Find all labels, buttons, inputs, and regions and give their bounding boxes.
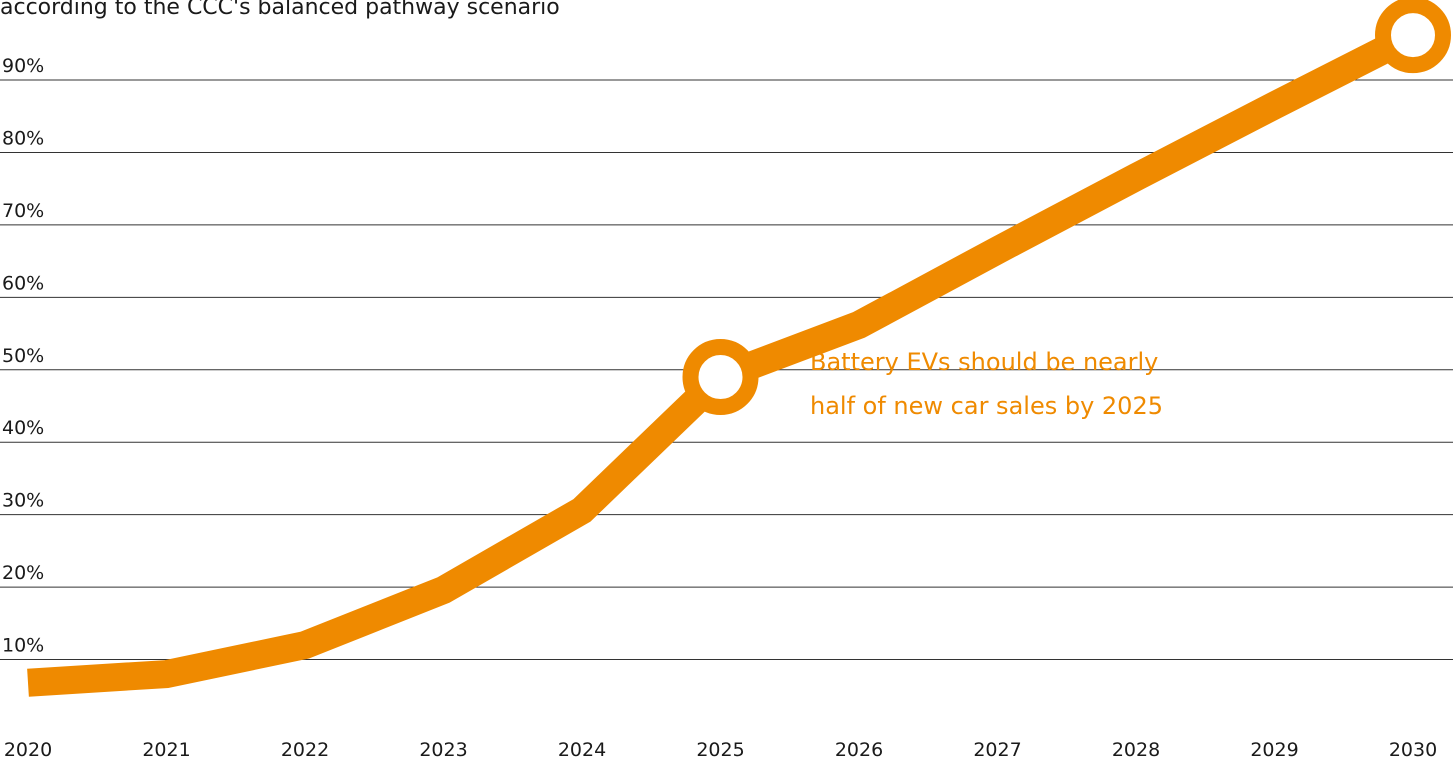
y-tick-label: 70%: [2, 200, 44, 222]
x-tick-label: 2023: [419, 739, 467, 761]
x-tick-label: 2026: [835, 739, 883, 761]
x-tick-label: 2029: [1250, 739, 1298, 761]
x-tick-label: 2020: [4, 739, 52, 761]
annotation: Battery EVs should be nearly: [810, 348, 1158, 376]
y-tick-label: 80%: [2, 127, 44, 149]
chart-subtitle: according to the CCC's balanced pathway …: [0, 0, 560, 20]
x-tick-label: 2027: [973, 739, 1021, 761]
annotation: half of new car sales by 2025: [810, 392, 1163, 420]
y-tick-label: 40%: [2, 417, 44, 439]
y-tick-label: 60%: [2, 272, 44, 294]
highlight-marker: [1375, 0, 1451, 74]
y-tick-label: 90%: [2, 55, 44, 77]
x-tick-label: 2021: [142, 739, 190, 761]
y-tick-label: 20%: [2, 562, 44, 584]
y-tick-label: 30%: [2, 490, 44, 512]
y-tick-label: 50%: [2, 345, 44, 367]
y-tick-label: 10%: [2, 635, 44, 657]
x-tick-label: 2028: [1112, 739, 1160, 761]
x-tick-label: 2022: [281, 739, 329, 761]
x-tick-label: 2030: [1389, 739, 1437, 761]
x-tick-label: 2024: [558, 739, 606, 761]
highlight-marker: [682, 339, 759, 416]
x-tick-label: 2025: [696, 739, 744, 761]
